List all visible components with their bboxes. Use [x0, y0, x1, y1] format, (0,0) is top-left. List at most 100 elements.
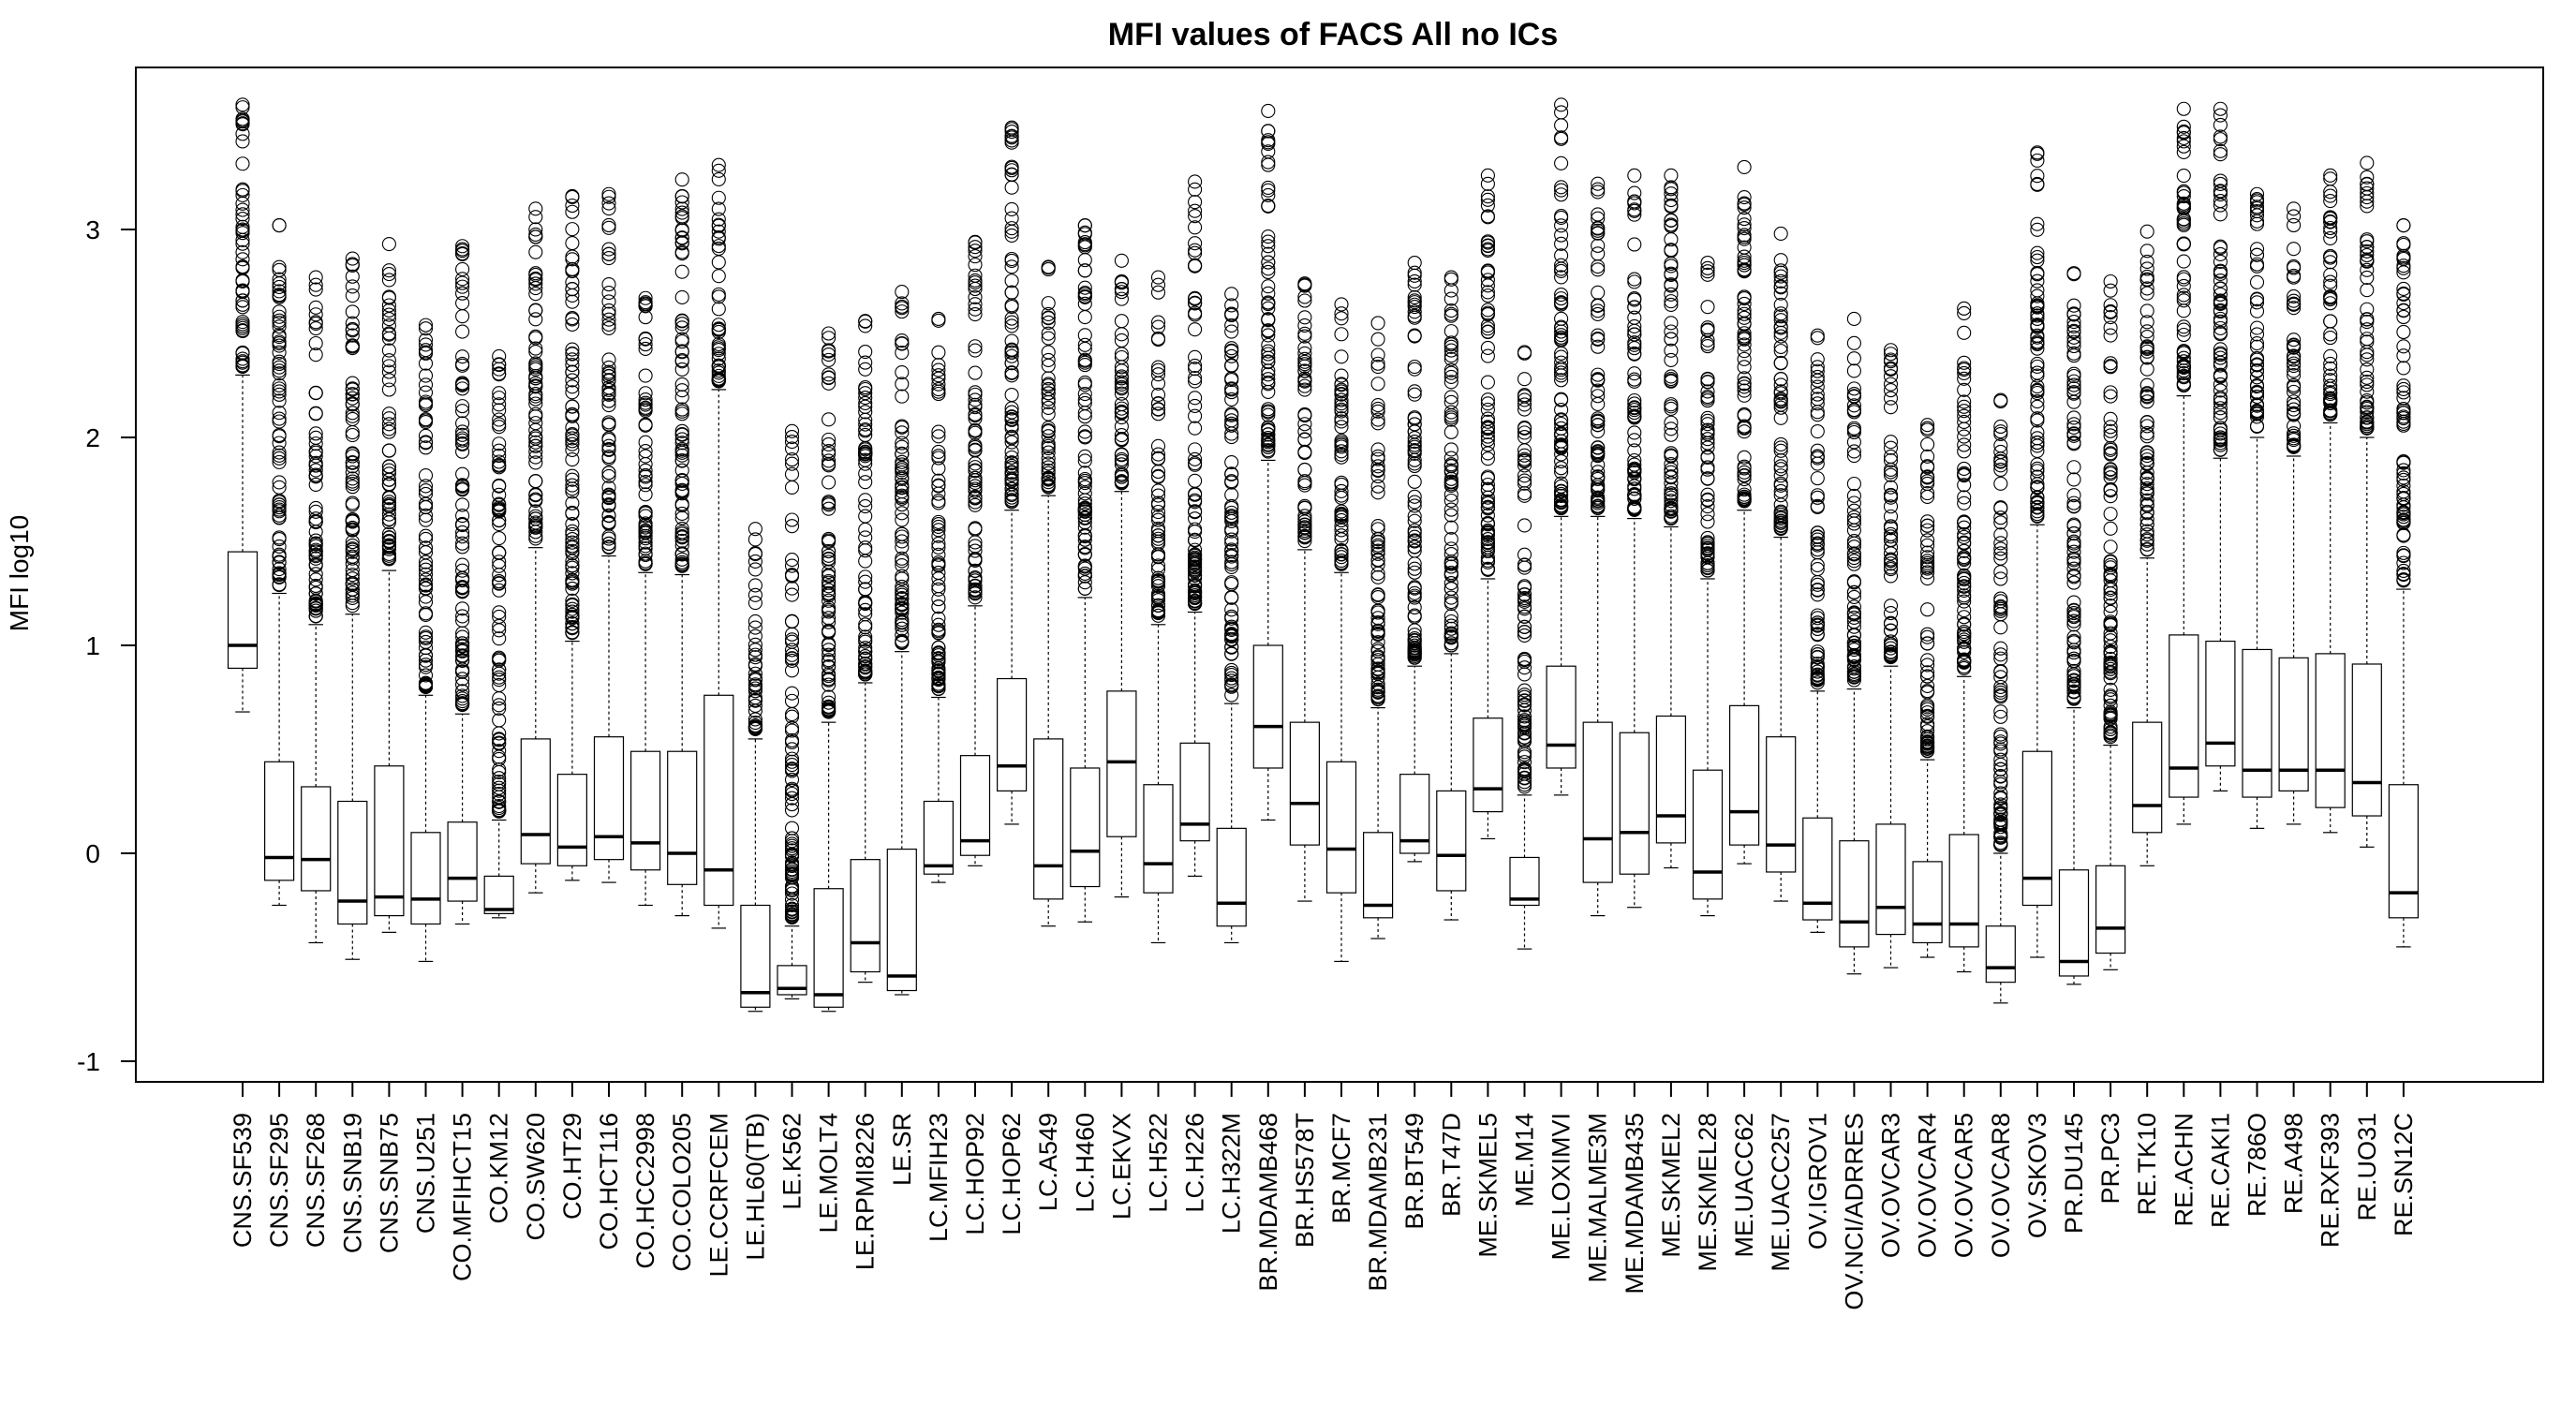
outlier-point: [1077, 507, 1092, 523]
outlier-point: [1224, 590, 1239, 605]
outlier-point: [822, 446, 836, 462]
outlier-point: [931, 461, 946, 476]
iqr-box: [1143, 784, 1174, 894]
outlier-point: [822, 653, 836, 668]
outlier-point: [601, 496, 616, 512]
outlier-point: [858, 399, 873, 414]
outlier-point: [711, 368, 726, 383]
outliers: [345, 251, 360, 614]
outlier-point: [748, 671, 762, 686]
outlier-point: [1041, 424, 1056, 439]
outlier-point: [272, 427, 287, 443]
outlier-point: [858, 663, 873, 678]
outlier-point: [895, 439, 910, 454]
outlier-point: [895, 526, 910, 541]
outlier-point: [1224, 646, 1239, 661]
outlier-point: [528, 271, 543, 287]
outlier-point: [784, 742, 800, 757]
outlier-point: [1188, 585, 1203, 600]
outlier-point: [418, 486, 434, 501]
outlier-point: [968, 302, 983, 317]
outlier-point: [931, 555, 946, 570]
outlier-point: [381, 343, 396, 358]
outlier-point: [455, 529, 470, 544]
outlier-point: [748, 637, 762, 652]
outlier-point: [784, 480, 800, 495]
outlier-point: [1188, 220, 1203, 235]
outlier-point: [858, 405, 873, 420]
x-tick-label: BR.BT549: [1400, 1113, 1429, 1230]
outlier-point: [968, 343, 983, 358]
outlier-point: [1114, 401, 1129, 416]
outlier-point: [1224, 544, 1239, 559]
x-tick-label: LE.HL60(TB): [741, 1113, 769, 1261]
outlier-point: [455, 688, 470, 703]
outlier-point: [345, 588, 360, 603]
iqr-box: [1985, 925, 2016, 984]
outlier-point: [1150, 387, 1166, 403]
outlier-point: [381, 477, 396, 492]
outlier-point: [1150, 512, 1166, 527]
outlier-point: [381, 290, 396, 305]
outlier-point: [528, 341, 543, 356]
outlier-point: [345, 556, 360, 571]
outlier-point: [1370, 449, 1385, 464]
outlier-point: [1370, 676, 1385, 691]
outlier-point: [822, 370, 836, 386]
outlier-point: [1150, 510, 1166, 525]
x-tick-label: CO.KM12: [485, 1113, 513, 1224]
outlier-point: [418, 558, 434, 573]
outlier-point: [784, 634, 800, 649]
outlier-point: [1224, 510, 1239, 525]
outlier-point: [601, 303, 616, 318]
outlier-point: [492, 794, 507, 809]
outlier-point: [1261, 344, 1276, 359]
outlier-point: [1370, 416, 1385, 431]
outlier-point: [638, 402, 653, 417]
x-tick-label: LC.HOP92: [961, 1113, 989, 1235]
outlier-point: [565, 495, 580, 510]
outlier-point: [345, 465, 360, 480]
outlier-point: [784, 734, 800, 749]
outlier-point: [381, 267, 396, 282]
outlier-point: [272, 567, 287, 583]
iqr-box: [1655, 715, 1687, 844]
outlier-point: [235, 359, 250, 374]
outlier-point: [711, 365, 726, 380]
outlier-point: [748, 614, 762, 629]
outlier-point: [1224, 407, 1239, 422]
outlier-point: [931, 368, 946, 383]
outlier-point: [528, 312, 543, 327]
box-LE.SR: [886, 285, 917, 996]
outlier-point: [601, 320, 616, 335]
outlier-point: [1077, 569, 1092, 584]
outlier-point: [858, 620, 873, 635]
outlier-point: [1188, 243, 1203, 258]
x-tick-label: LC.A549: [1034, 1113, 1062, 1211]
outlier-point: [308, 315, 323, 330]
outliers: [1188, 174, 1203, 612]
outlier-point: [895, 465, 910, 480]
outlier-point: [418, 555, 434, 569]
outlier-point: [492, 732, 507, 747]
outlier-point: [381, 407, 396, 422]
iqr-box: [1436, 790, 1467, 892]
outlier-point: [455, 570, 470, 586]
outlier-point: [784, 848, 800, 863]
outlier-point: [455, 427, 470, 442]
outlier-point: [638, 368, 653, 383]
outlier-point: [455, 309, 470, 324]
outlier-point: [565, 408, 580, 423]
outlier-point: [308, 406, 323, 421]
outlier-point: [492, 744, 507, 759]
outlier-point: [381, 359, 396, 374]
outlier-point: [1004, 412, 1019, 427]
outlier-point: [492, 583, 507, 598]
outliers: [1150, 270, 1166, 623]
outlier-point: [565, 609, 580, 624]
outlier-point: [1224, 505, 1239, 520]
outlier-point: [1224, 324, 1239, 339]
outlier-point: [638, 449, 653, 464]
outlier-point: [931, 617, 946, 632]
outlier-point: [272, 502, 287, 517]
